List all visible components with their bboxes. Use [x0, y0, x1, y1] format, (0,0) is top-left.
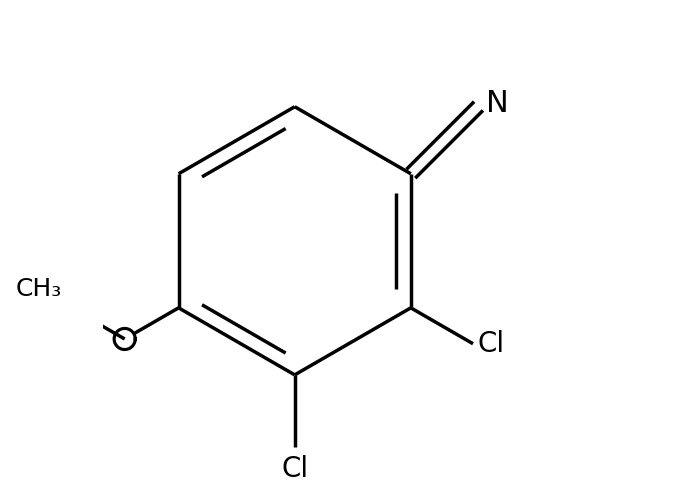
Text: CH₃: CH₃ [16, 277, 62, 301]
Text: Cl: Cl [478, 330, 505, 358]
Polygon shape [114, 328, 135, 349]
Text: N: N [486, 89, 509, 118]
Text: Cl: Cl [281, 455, 308, 483]
